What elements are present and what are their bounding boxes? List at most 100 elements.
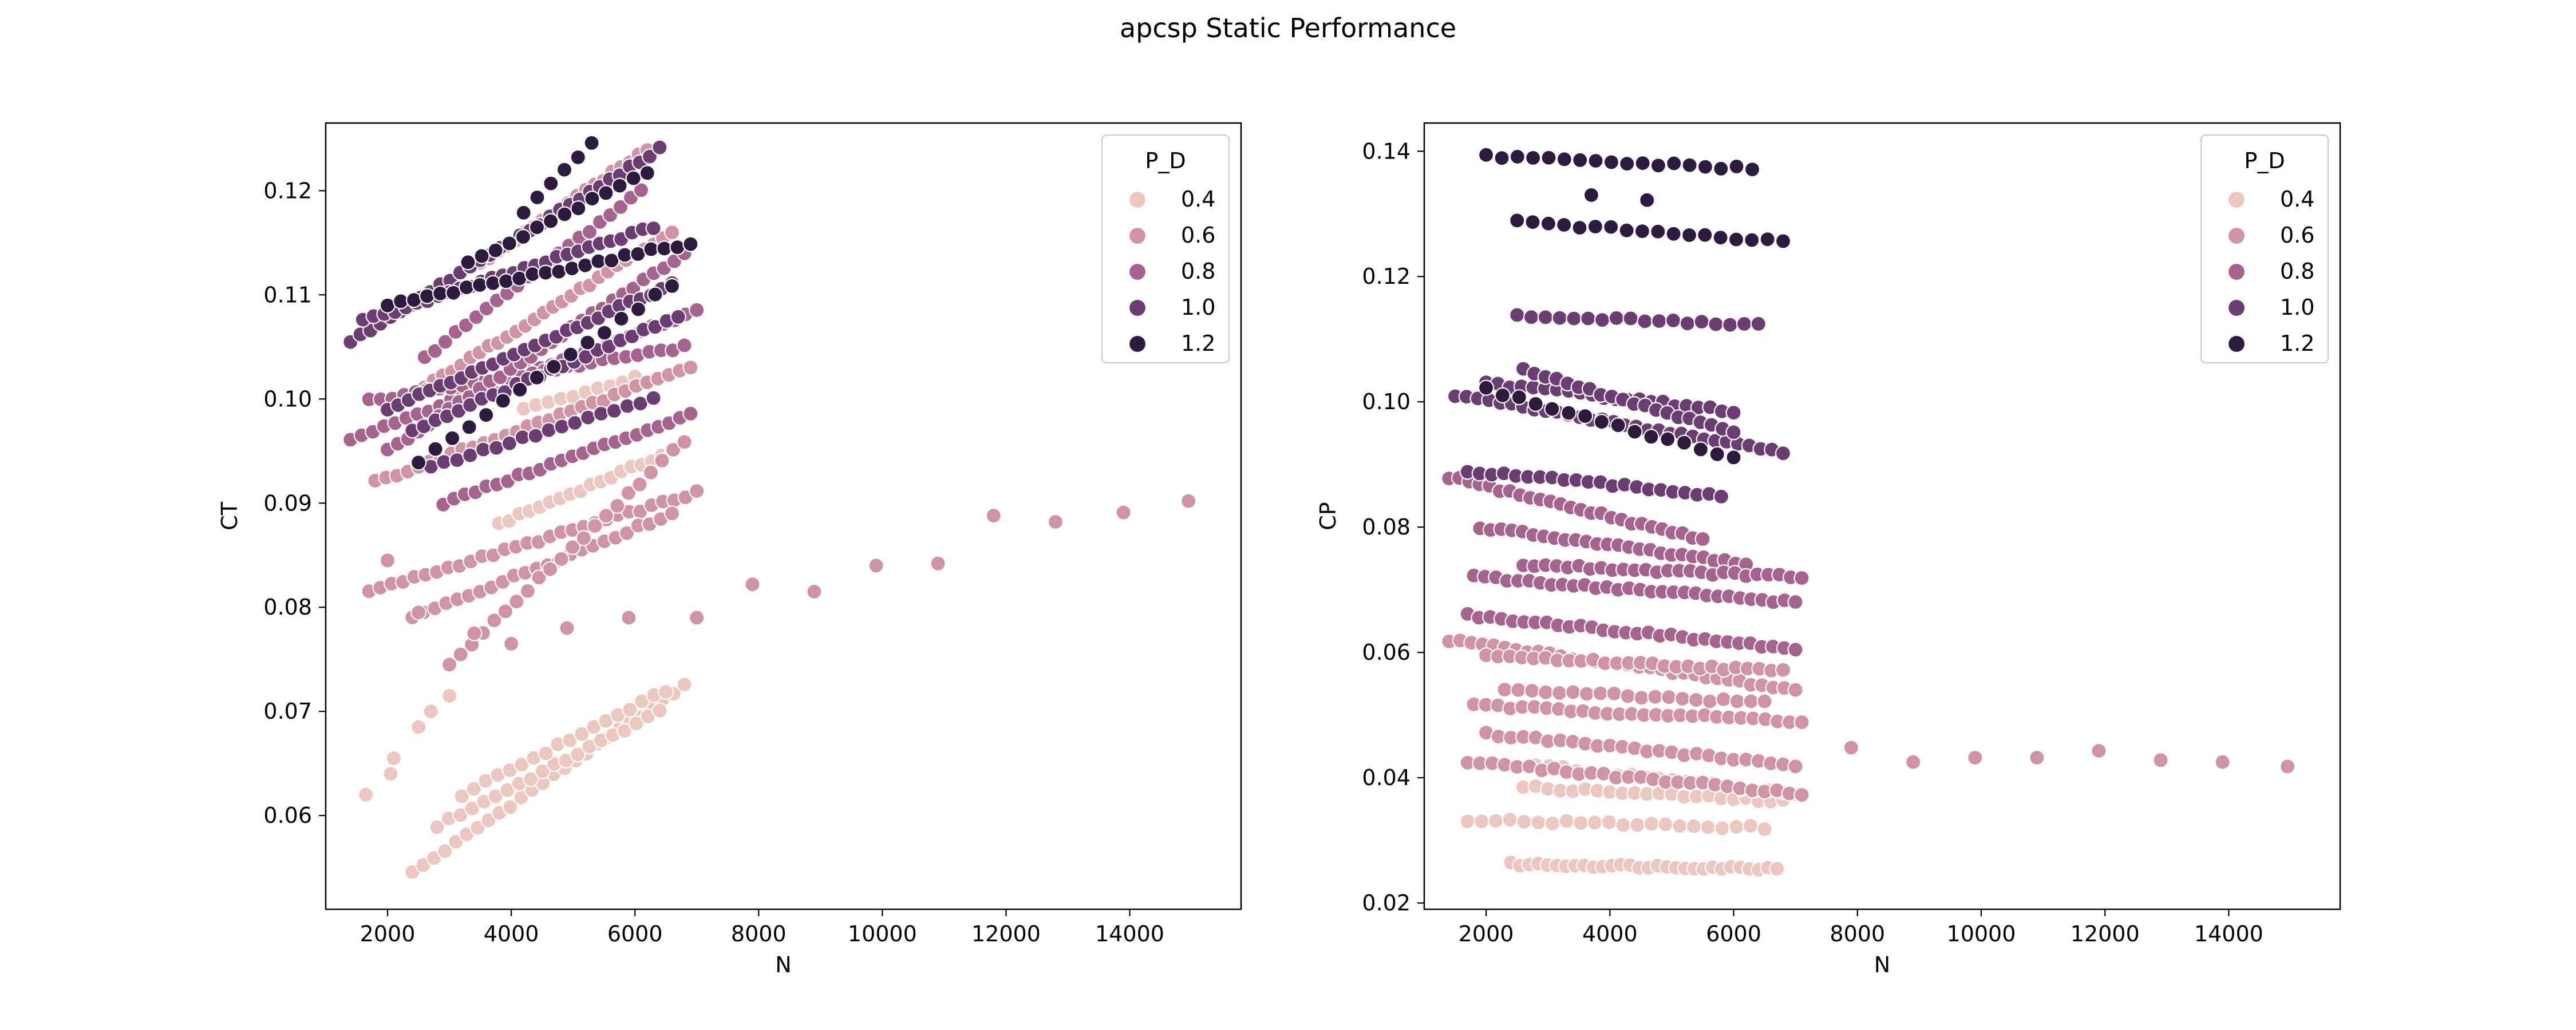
data-point (584, 191, 600, 207)
legend-cp: P_D 0.4 0.6 0.8 1.0 1.2 (2200, 134, 2329, 364)
data-point (1681, 157, 1698, 173)
data-point (543, 175, 559, 192)
data-point (1728, 158, 1745, 175)
data-point (358, 786, 374, 803)
y-axis-label: CT (217, 501, 242, 530)
data-point (436, 454, 452, 470)
data-point (1459, 813, 1476, 830)
data-point (2029, 749, 2045, 766)
data-point (1587, 218, 1603, 235)
data-point (1544, 815, 1560, 832)
data-point (405, 292, 422, 308)
data-point (1540, 149, 1557, 166)
data-point (592, 405, 610, 422)
data-point (534, 763, 551, 779)
legend-label: 0.6 (1181, 223, 1215, 248)
data-point (1681, 227, 1698, 243)
data-point (429, 819, 445, 835)
data-point (562, 346, 579, 363)
data-point (1634, 155, 1651, 172)
data-point (613, 310, 630, 327)
data-point (676, 434, 693, 450)
y-tick-label: 0.06 (1362, 640, 1411, 665)
data-point (1478, 146, 1495, 163)
data-point (1750, 315, 1767, 332)
data-point (689, 302, 705, 318)
data-point (441, 687, 458, 704)
data-point (609, 497, 626, 514)
data-point (486, 612, 503, 629)
data-point (466, 625, 483, 641)
data-point (2214, 754, 2231, 770)
data-point (1610, 417, 1626, 434)
data-point (528, 369, 545, 386)
data-point (1712, 229, 1729, 246)
data-point (1756, 821, 1773, 838)
data-point (570, 200, 587, 217)
y-tick-label: 0.06 (263, 803, 312, 828)
legend-label: 0.8 (2280, 259, 2314, 284)
data-point (1619, 156, 1635, 172)
data-point (1502, 811, 1518, 828)
data-point (618, 525, 635, 541)
data-point (1676, 434, 1693, 451)
x-tick-label: 10000 (1947, 921, 2016, 946)
data-point (1787, 682, 1804, 698)
data-point (2152, 752, 2169, 768)
data-point (587, 517, 603, 534)
data-point (410, 604, 427, 621)
data-point (596, 324, 613, 341)
axes-frame-ct (325, 122, 1242, 910)
data-point (2091, 742, 2107, 759)
data-point (418, 288, 436, 304)
data-point (1523, 309, 1540, 326)
data-point (1572, 152, 1589, 168)
data-point (569, 746, 586, 763)
legend-marker (1128, 262, 1147, 282)
data-point (1643, 815, 1660, 832)
data-point (1713, 160, 1729, 177)
data-point (1580, 310, 1597, 327)
data-point (497, 603, 513, 620)
data-point (1509, 148, 1526, 165)
data-point (579, 334, 596, 351)
data-point (1701, 693, 1718, 710)
data-point (437, 843, 453, 859)
data-point (1593, 414, 1610, 430)
data-point (1615, 817, 1631, 834)
data-point (542, 561, 559, 577)
data-point (551, 263, 567, 280)
legend-label: 1.2 (2280, 331, 2314, 356)
data-point (1601, 814, 1617, 830)
data-point (460, 254, 476, 271)
data-point (1775, 445, 1792, 462)
legend-marker (2227, 334, 2246, 354)
x-tick-label: 10000 (848, 921, 917, 946)
data-point (651, 702, 668, 719)
data-point (620, 485, 637, 501)
y-tick-label: 0.02 (1362, 890, 1411, 916)
x-tick-label: 12000 (2071, 921, 2140, 946)
data-point (1793, 714, 1810, 731)
data-point (1843, 739, 1859, 756)
data-point (1606, 685, 1622, 702)
data-point (427, 441, 444, 457)
x-tick-label: 12000 (971, 921, 1041, 946)
data-point (458, 279, 475, 296)
data-point (437, 334, 454, 350)
legend-label: 0.4 (1181, 187, 1215, 212)
data-point (1694, 530, 1711, 548)
data-point (1692, 441, 1709, 458)
data-point (515, 228, 532, 245)
data-point (1556, 151, 1573, 168)
data-point (1556, 216, 1573, 233)
data-point (542, 213, 559, 229)
data-point (1657, 816, 1674, 833)
data-point (583, 134, 600, 151)
data-point (1666, 155, 1682, 172)
data-point (1603, 219, 1619, 235)
data-point (1488, 813, 1504, 829)
legend-label: 0.4 (2280, 187, 2314, 212)
data-point (1674, 690, 1691, 707)
data-point (575, 530, 592, 546)
